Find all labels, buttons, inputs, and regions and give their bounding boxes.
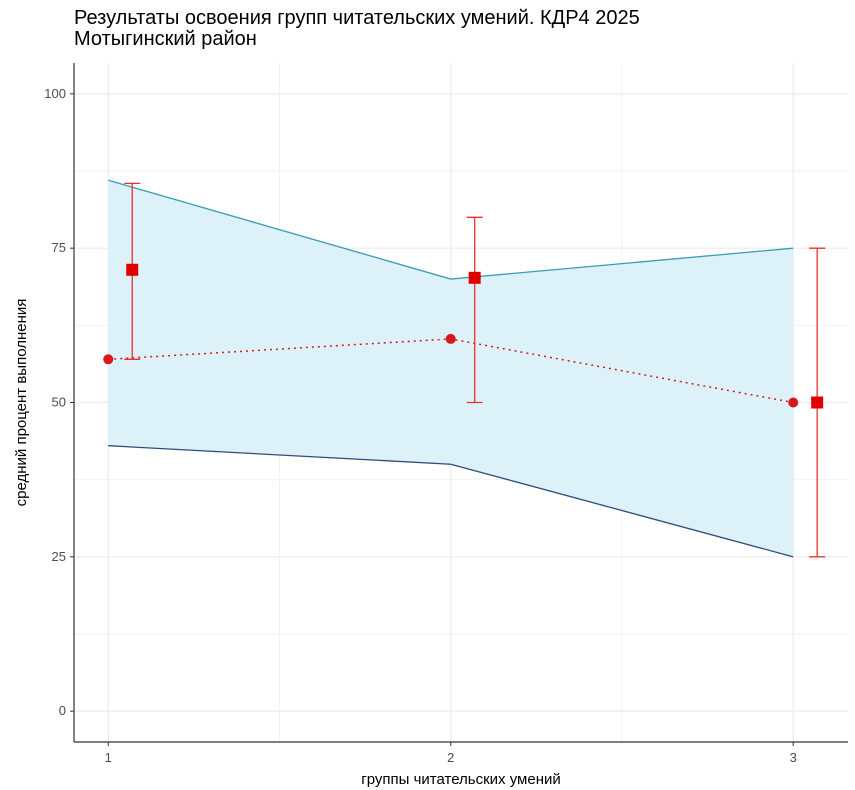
x-axis-title: группы читательских умений	[361, 771, 561, 788]
y-tick-label: 100	[44, 86, 66, 101]
errorbar-mean-marker	[811, 396, 824, 409]
data-point	[103, 354, 114, 365]
points-series	[103, 333, 799, 408]
data-point	[445, 333, 456, 344]
tick-labels: 0 25 50 75 100 1 2 3	[44, 86, 797, 765]
y-tick-label: 75	[52, 240, 66, 255]
y-tick-label: 0	[59, 703, 66, 718]
data-point	[788, 397, 799, 408]
band-upper-line	[108, 179, 794, 280]
errorbar-mean-marker	[126, 263, 139, 276]
chart-title: Результаты освоения групп читательских у…	[74, 7, 640, 29]
x-tick-label: 3	[790, 750, 797, 765]
errorbar-mean-marker	[468, 271, 481, 284]
x-tick-label: 1	[105, 750, 112, 765]
errorbar-series	[124, 182, 826, 558]
x-tick-label: 2	[447, 750, 454, 765]
chart-subtitle: Мотыгинский район	[74, 28, 257, 50]
y-tick-label: 50	[52, 395, 66, 410]
range-band	[108, 179, 794, 558]
band-area	[108, 180, 794, 557]
y-axis-title: средний процент выполнения	[13, 299, 30, 507]
band-lower-line	[108, 445, 794, 558]
y-tick-label: 25	[52, 549, 66, 564]
